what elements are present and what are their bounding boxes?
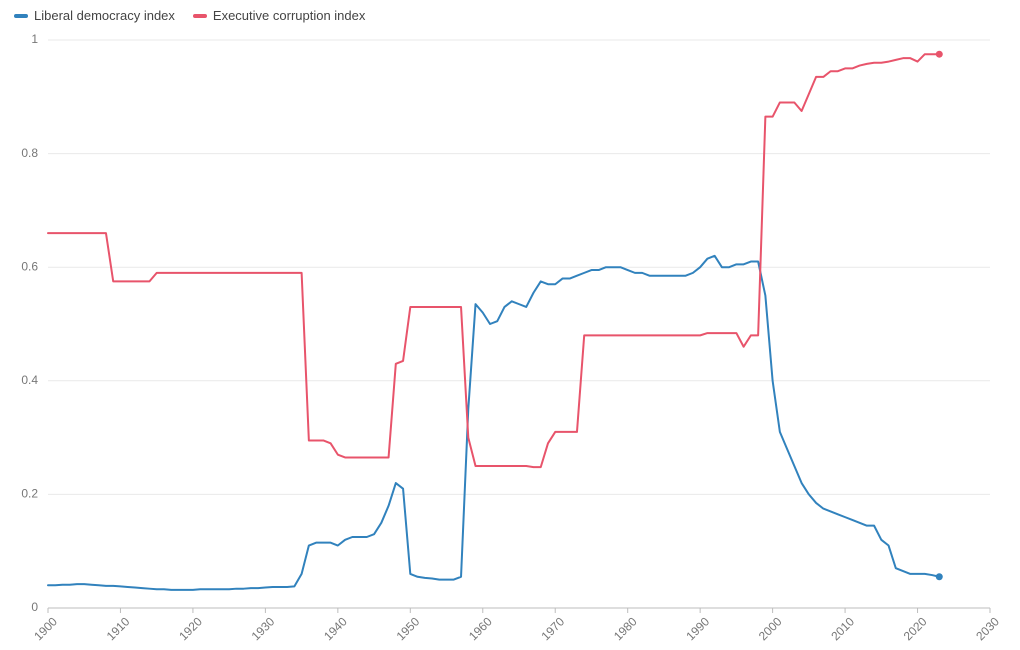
legend-label: Liberal democracy index [34, 8, 175, 23]
x-tick-label: 1990 [683, 614, 712, 643]
series-line-liberal_democracy [48, 256, 939, 590]
x-tick-label: 1980 [611, 614, 640, 643]
x-tick-label: 1900 [31, 614, 60, 643]
x-tick-label: 1920 [176, 614, 205, 643]
legend-swatch-icon [193, 14, 207, 18]
x-tick-label: 2010 [828, 614, 857, 643]
chart-container: Liberal democracy index Executive corrup… [0, 0, 1020, 650]
legend-label: Executive corruption index [213, 8, 365, 23]
y-tick-label: 0.6 [21, 259, 38, 273]
legend-swatch-icon [14, 14, 28, 18]
legend-item-liberal-democracy[interactable]: Liberal democracy index [14, 8, 175, 23]
y-tick-label: 0.4 [21, 373, 38, 387]
y-tick-label: 1 [31, 32, 38, 46]
line-chart: 0 0.2 0.4 0.6 0.8 1 1900 1910 1920 1930 1940 1950 19… [0, 0, 1020, 650]
x-tick-label: 1940 [321, 614, 350, 643]
series-end-marker-liberal_democracy [936, 573, 943, 580]
x-tick-label: 2030 [973, 614, 1002, 643]
legend-item-executive-corruption[interactable]: Executive corruption index [193, 8, 365, 23]
series-line-executive_corruption [48, 54, 939, 467]
x-tick-label: 1970 [538, 614, 567, 643]
y-tick-label: 0 [31, 600, 38, 614]
y-tick-label: 0.2 [21, 487, 38, 501]
x-tick-label: 1930 [249, 614, 278, 643]
x-tick-label: 1950 [394, 614, 423, 643]
y-tick-label: 0.8 [21, 146, 38, 160]
chart-legend: Liberal democracy index Executive corrup… [14, 8, 365, 23]
x-tick-label: 1960 [466, 614, 495, 643]
x-tick-label: 2000 [756, 614, 785, 643]
series-end-marker-executive_corruption [936, 51, 943, 58]
x-tick-label: 1910 [104, 614, 133, 643]
x-tick-label: 2020 [901, 614, 930, 643]
